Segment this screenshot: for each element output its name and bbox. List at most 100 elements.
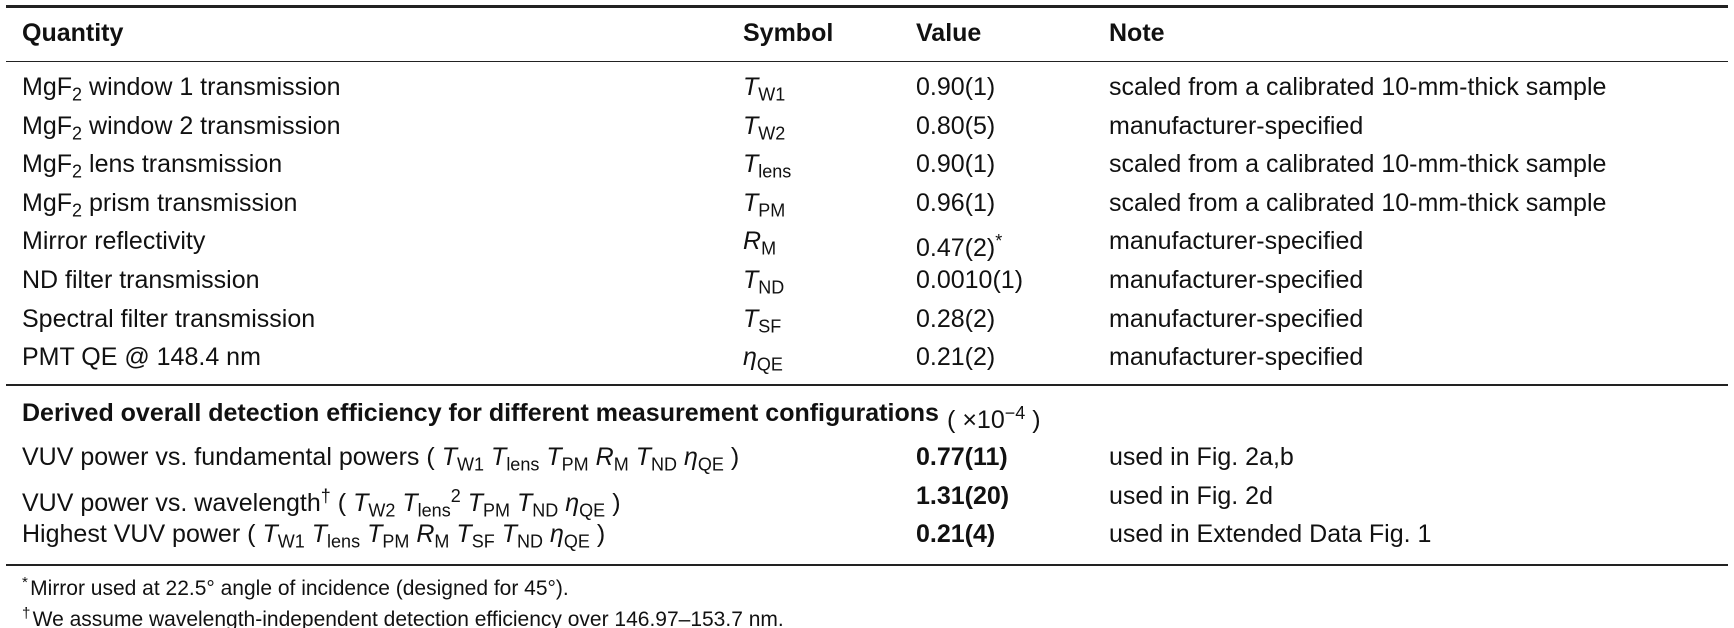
symbol: TW2	[743, 109, 785, 143]
text: T	[441, 443, 458, 471]
token: ×10−4	[962, 403, 1026, 434]
token: ND filter transmission	[22, 266, 260, 294]
symbol: ηQE	[743, 340, 783, 374]
token: scaled from a calibrated 10-mm-thick sam…	[1109, 189, 1606, 217]
configuration: VUV power vs. fundamental powers(TW1 Tlen…	[22, 440, 739, 474]
text: manufacturer-specified	[1109, 304, 1364, 333]
token: window 2 transmission	[89, 112, 341, 140]
symbol: TND	[743, 263, 784, 297]
text: T	[311, 520, 328, 549]
value: 0.90(1)	[916, 147, 995, 181]
token: prism transmission	[89, 189, 297, 217]
text: (	[426, 443, 435, 471]
subscript: lens	[327, 531, 361, 552]
token: MgF2	[22, 150, 82, 181]
token: used in Fig. 2a,b	[1109, 443, 1294, 471]
text: )	[1032, 406, 1041, 434]
configuration: VUV power vs. wavelength†(TW2 Tlens2 TPM TN…	[22, 479, 621, 520]
note: scaled from a calibrated 10-mm-thick sam…	[1109, 186, 1606, 220]
subscript: PM	[561, 454, 589, 475]
token: ηQE	[565, 488, 606, 520]
text: T	[743, 188, 759, 217]
superscript: −4	[1004, 403, 1026, 423]
token: scaled from a calibrated 10-mm-thick sam…	[1109, 73, 1606, 101]
text: PMT QE @ 148.4 nm	[22, 343, 261, 372]
text: η	[565, 488, 580, 517]
token: ηQE	[550, 520, 590, 551]
subscript: QE	[697, 454, 724, 475]
token: )	[731, 443, 739, 471]
token: Note	[1109, 19, 1165, 47]
subscript: QE	[563, 531, 590, 552]
text: Spectral filter transmission	[22, 304, 316, 333]
token: 0.90(1)	[916, 150, 995, 178]
symbol: TW1	[743, 70, 785, 104]
text: T	[546, 443, 562, 471]
symbol: TPM	[743, 186, 785, 220]
text: 0.90(1)	[916, 73, 996, 101]
text: T	[353, 488, 369, 517]
text: T	[467, 488, 483, 517]
token: (	[426, 443, 434, 471]
token: used in Extended Data Fig. 1	[1109, 520, 1431, 548]
footnote-mark: †	[22, 605, 31, 622]
text: Value	[916, 19, 982, 47]
text: manufacturer-specified	[1109, 343, 1364, 372]
text: MgF	[22, 150, 72, 179]
token: MgF2	[22, 73, 82, 104]
superscript: †	[320, 485, 331, 506]
text: Quantity	[22, 19, 124, 47]
text: manufacturer-specified	[1109, 111, 1364, 140]
text: window 2 transmission	[89, 111, 341, 140]
header-rule	[6, 61, 1728, 63]
subscript: ND	[650, 454, 677, 475]
token: manufacturer-specified	[1109, 266, 1363, 294]
value: 0.21(2)	[916, 340, 995, 374]
token: 0.21(4)	[916, 520, 995, 548]
text: 0.80(5)	[916, 111, 996, 140]
symbol: TSF	[743, 302, 781, 336]
text: 0.77(11)	[916, 443, 1008, 471]
value: 0.90(1)	[916, 70, 995, 104]
token: RM	[596, 443, 629, 474]
column-header: Note	[1109, 16, 1165, 50]
token: † We assume wavelength-independent detect…	[22, 605, 784, 628]
configuration: Highest VUV power(TW1 Tlens TPM RM TSF TND ηQE…	[22, 517, 605, 551]
token: window 1 transmission	[89, 73, 341, 101]
token: TW1	[743, 73, 786, 105]
text: scaled from a calibrated 10-mm-thick sam…	[1109, 188, 1607, 217]
text: (	[247, 520, 256, 549]
token: TPM	[467, 488, 510, 520]
subscript: QE	[756, 354, 783, 375]
token: 0.77(11)	[916, 443, 1008, 471]
token: manufacturer-specified	[1109, 305, 1363, 333]
quantity: PMT QE @ 148.4 nm	[22, 340, 261, 374]
token: Mirror reflectivity	[22, 227, 205, 255]
quantity: ND filter transmission	[22, 263, 260, 297]
text: 0.21(4)	[916, 520, 996, 549]
text: η	[683, 443, 698, 471]
footnote-rule	[6, 564, 1728, 566]
text: )	[730, 443, 740, 471]
text: We assume wavelength-independent detecti…	[32, 607, 784, 628]
token: MgF2	[22, 189, 82, 220]
text: manufacturer-specified	[1109, 227, 1364, 256]
token: Value	[916, 19, 981, 47]
token: (	[338, 489, 346, 517]
note: manufacturer-specified	[1109, 340, 1363, 374]
token: TND	[517, 489, 558, 520]
note: scaled from a calibrated 10-mm-thick sam…	[1109, 70, 1606, 104]
quantity: MgF2 lens transmission	[22, 147, 282, 181]
column-header: Quantity	[22, 16, 123, 50]
note: manufacturer-specified	[1109, 263, 1363, 297]
token: RM	[416, 520, 449, 551]
subscript: ND	[758, 277, 785, 298]
token: lens transmission	[89, 150, 282, 178]
token: (	[247, 520, 255, 548]
text: used in Extended Data Fig. 1	[1109, 520, 1432, 549]
token: Tlens	[491, 443, 539, 474]
column-header: Value	[916, 16, 981, 50]
text: T	[456, 520, 472, 549]
subscript: QE	[579, 499, 606, 520]
subscript: W1	[758, 84, 786, 105]
